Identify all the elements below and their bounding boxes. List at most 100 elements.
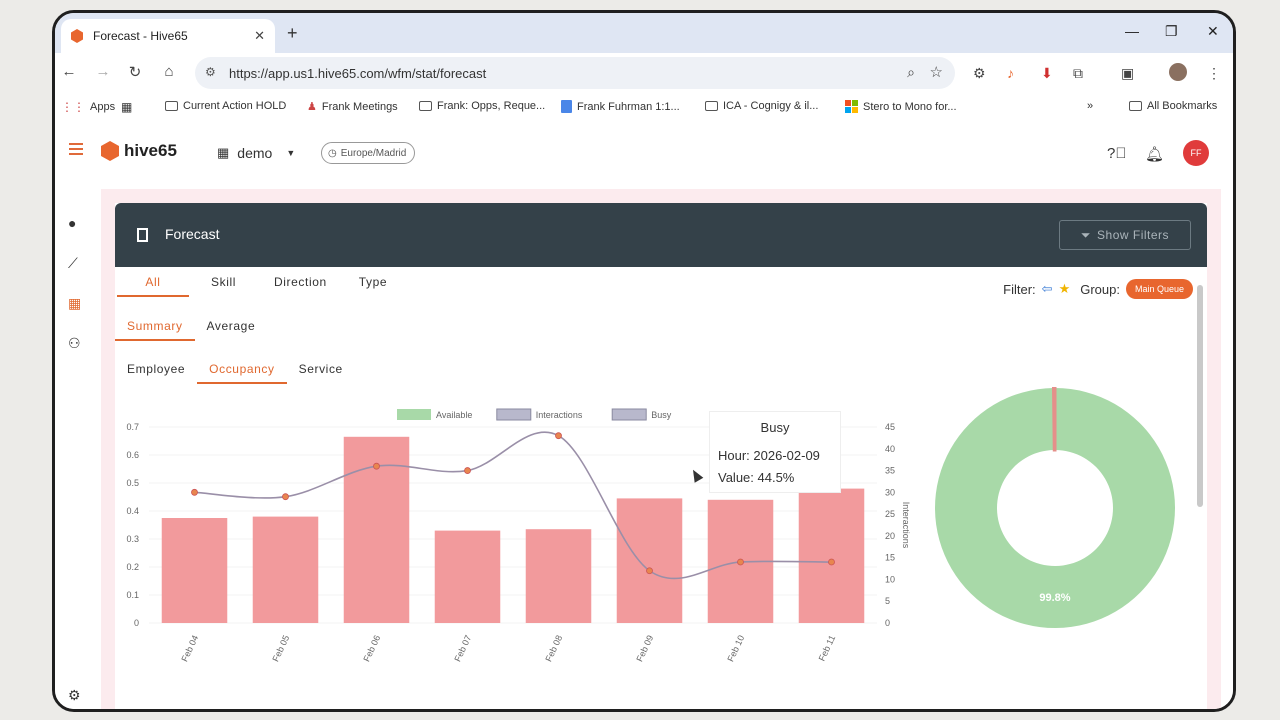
tab-type[interactable]: Type [358, 275, 388, 289]
legend-label: Interactions [536, 410, 583, 420]
tab-direction[interactable]: Direction [274, 275, 327, 289]
settings-gear-icon[interactable]: ⚙ [68, 687, 81, 703]
tab-summary[interactable]: Summary [115, 311, 195, 341]
org-selector[interactable]: ▦ demo ▼ [217, 145, 296, 161]
bookmark-current-action[interactable]: Current Action HOLD [165, 100, 286, 112]
filter-group: Filter: ⇦ ★ Group: Main Queue [1003, 279, 1193, 299]
help-icon[interactable]: ?⃝ [1107, 145, 1127, 162]
folder-icon [705, 101, 718, 111]
sidebar: ● ⟋ ▦ ⚇ ⚙ [55, 181, 101, 709]
address-bar[interactable]: ⚙ https://app.us1.hive65.com/wfm/stat/fo… [195, 57, 955, 89]
restore-icon[interactable]: ❐ [1165, 23, 1178, 39]
group-label: Group: [1080, 281, 1120, 297]
folder-icon [1129, 101, 1142, 111]
arrow-left-icon[interactable]: ⇦ [1041, 281, 1053, 296]
y-right-tick: 0 [885, 618, 890, 628]
legend-swatch [397, 409, 431, 420]
timezone-badge[interactable]: ◷ Europe/Madrid [321, 142, 416, 164]
avatar[interactable]: FF [1183, 140, 1209, 166]
app-header: hive65 ▦ demo ▼ ◷ Europe/Madrid ?⃝ 🔔︎ FF [55, 123, 1233, 181]
donut-slice-available [935, 388, 1175, 628]
new-tab-icon[interactable]: + [287, 23, 298, 43]
zoom-icon[interactable]: ⌕ [907, 64, 915, 80]
bar [252, 516, 319, 623]
y-left-tick: 0.3 [126, 534, 139, 544]
extension-gear-icon[interactable]: ⚙ [973, 65, 986, 81]
tab-skill[interactable]: Skill [211, 275, 237, 289]
building-icon: ▦ [217, 145, 230, 160]
bookmark-grid[interactable]: ▦ [121, 100, 132, 114]
y-right-tick: 15 [885, 553, 895, 563]
close-window-icon[interactable]: ✕ [1207, 23, 1219, 39]
profile-avatar[interactable] [1169, 63, 1187, 81]
bookmark-frank-fuhrman[interactable]: Frank Fuhrman 1:1... [561, 100, 680, 113]
donut-data-label: 99.8% [1039, 592, 1070, 604]
tab-all[interactable]: All [117, 267, 189, 297]
interactions-point [464, 467, 471, 474]
group-badge[interactable]: Main Queue [1125, 279, 1193, 299]
donut-chart: 99.8% [935, 387, 1175, 628]
bookmark-stero[interactable]: Stero to Mono for... [845, 100, 957, 113]
bookmark-frank-meetings[interactable]: ♟ Frank Meetings [307, 100, 398, 114]
page-title: Forecast [165, 226, 220, 242]
chart-icon[interactable]: ⟋ [68, 255, 78, 271]
calendar-icon[interactable]: ▦ [68, 295, 82, 311]
menu-icon[interactable]: ⋮ [1207, 65, 1221, 81]
tab-occupancy[interactable]: Occupancy [197, 354, 287, 384]
legend-label: Busy [651, 410, 672, 420]
bar [525, 529, 592, 623]
y-right-tick: 10 [885, 574, 895, 584]
scrollbar-thumb[interactable] [1197, 285, 1203, 507]
team-icon[interactable]: ⚇ [68, 335, 81, 351]
tab-employee[interactable]: Employee [127, 362, 186, 376]
scrollbar[interactable] [1197, 275, 1203, 709]
tab-service[interactable]: Service [298, 362, 343, 376]
docs-icon [561, 100, 572, 113]
content-area: Forecast ⏷ Show Filters All Skill Direct… [101, 189, 1221, 709]
hive65-logo-icon [101, 141, 119, 161]
bookmark-star-icon[interactable]: ☆ [929, 64, 943, 81]
show-filters-button[interactable]: ⏷ Show Filters [1059, 220, 1191, 250]
site-settings-icon[interactable]: ⚙ [205, 65, 216, 79]
x-tick: Feb 11 [817, 634, 838, 663]
url-text: https://app.us1.hive65.com/wfm/stat/fore… [229, 65, 487, 81]
interactions-point [282, 493, 289, 501]
tab-bar: Forecast - Hive65 ✕ + — ❐ ✕ [55, 13, 1233, 53]
x-tick: Feb 05 [270, 634, 291, 664]
logo[interactable]: hive65 [101, 141, 177, 161]
star-icon[interactable]: ★ [1058, 281, 1071, 296]
forward-icon[interactable]: → [95, 63, 111, 80]
all-bookmarks[interactable]: All Bookmarks [1129, 100, 1217, 112]
card-header: Forecast ⏷ Show Filters [115, 203, 1207, 267]
user-icon[interactable]: ● [68, 215, 77, 231]
filter-icon: ⏷ [1080, 227, 1092, 242]
extensions-puzzle-icon[interactable]: ⧉ [1073, 65, 1083, 81]
extension-hook-icon[interactable]: ♪ [1007, 65, 1014, 81]
more-bookmarks-icon[interactable]: » [1087, 100, 1094, 112]
minimize-icon[interactable]: — [1125, 23, 1139, 39]
y-right-tick: 30 [885, 487, 895, 497]
legend-swatch [611, 408, 647, 421]
y-right-tick: 35 [885, 466, 895, 476]
extension-arrow-icon[interactable]: ⬇ [1041, 65, 1053, 81]
close-tab-icon[interactable]: ✕ [254, 28, 265, 43]
back-icon[interactable]: ← [61, 63, 77, 80]
hamburger-menu-icon[interactable] [69, 143, 83, 158]
bell-icon[interactable]: 🔔︎ [1145, 146, 1165, 163]
bookmark-frank-opps[interactable]: Frank: Opps, Reque... [419, 100, 545, 112]
bar [434, 530, 501, 623]
x-tick: Feb 08 [543, 634, 564, 664]
forecast-card: Forecast ⏷ Show Filters All Skill Direct… [115, 203, 1207, 709]
bar [161, 518, 228, 623]
home-icon[interactable]: ⌂ [164, 63, 174, 80]
tab-search-icon[interactable]: ▣ [1121, 65, 1135, 81]
tabs-row-3: Employee Occupancy Service [115, 354, 355, 384]
tab-average[interactable]: Average [206, 319, 256, 333]
browser-tab[interactable]: Forecast - Hive65 ✕ [61, 19, 275, 53]
reload-icon[interactable]: ↻ [128, 64, 142, 81]
y-left-tick: 0.6 [126, 450, 139, 460]
bookmark-ica[interactable]: ICA - Cognigy & il... [705, 100, 818, 112]
bookmark-apps[interactable]: ⋮⋮ Apps [61, 100, 116, 114]
y-left-tick: 0.7 [126, 422, 139, 432]
interactions-point [646, 567, 653, 575]
